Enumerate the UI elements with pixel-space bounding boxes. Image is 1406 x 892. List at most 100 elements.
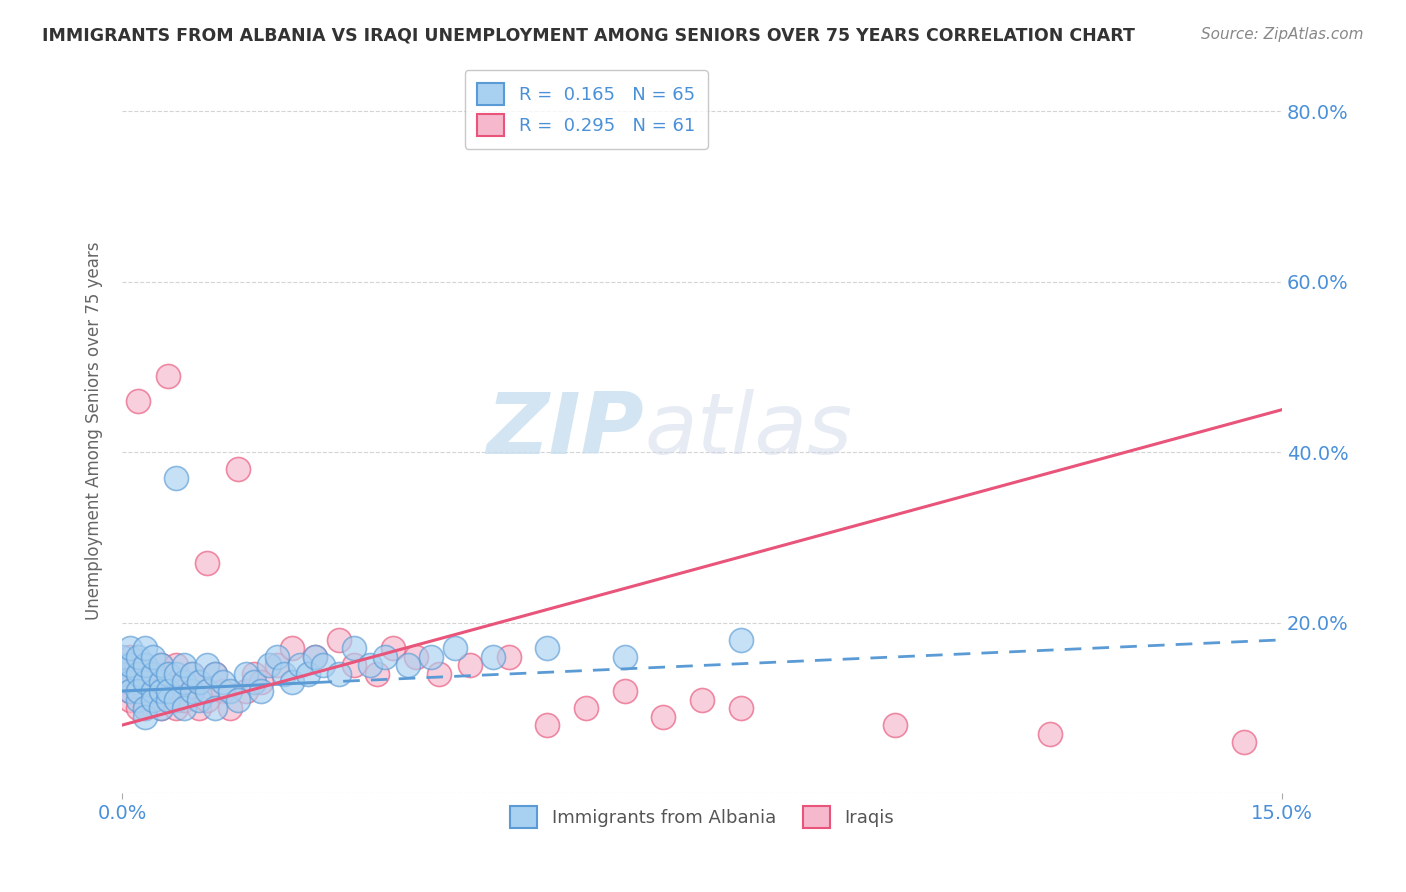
Point <box>242 667 264 681</box>
Point <box>134 684 156 698</box>
Point <box>188 701 211 715</box>
Point <box>343 658 366 673</box>
Point <box>149 658 172 673</box>
Point <box>165 692 187 706</box>
Point <box>111 649 134 664</box>
Point <box>127 692 149 706</box>
Point <box>157 692 180 706</box>
Point <box>188 675 211 690</box>
Text: atlas: atlas <box>644 390 852 473</box>
Point <box>180 684 202 698</box>
Point <box>111 675 134 690</box>
Point <box>204 667 226 681</box>
Point <box>366 667 388 681</box>
Point <box>188 675 211 690</box>
Legend: Immigrants from Albania, Iraqis: Immigrants from Albania, Iraqis <box>503 798 901 835</box>
Point <box>142 692 165 706</box>
Point <box>127 667 149 681</box>
Point <box>195 658 218 673</box>
Text: IMMIGRANTS FROM ALBANIA VS IRAQI UNEMPLOYMENT AMONG SENIORS OVER 75 YEARS CORREL: IMMIGRANTS FROM ALBANIA VS IRAQI UNEMPLO… <box>42 27 1135 45</box>
Point <box>118 675 141 690</box>
Point <box>134 709 156 723</box>
Point <box>118 658 141 673</box>
Point <box>343 641 366 656</box>
Point <box>242 675 264 690</box>
Point <box>328 667 350 681</box>
Point <box>180 667 202 681</box>
Point <box>173 675 195 690</box>
Point <box>211 684 233 698</box>
Point <box>165 658 187 673</box>
Point <box>127 701 149 715</box>
Point <box>142 649 165 664</box>
Point <box>195 692 218 706</box>
Point <box>149 675 172 690</box>
Point <box>142 692 165 706</box>
Point <box>157 684 180 698</box>
Point <box>250 684 273 698</box>
Point <box>1039 726 1062 740</box>
Point <box>118 684 141 698</box>
Point <box>142 667 165 681</box>
Point <box>173 675 195 690</box>
Point <box>250 675 273 690</box>
Point <box>142 684 165 698</box>
Point <box>127 675 149 690</box>
Point <box>118 692 141 706</box>
Point <box>118 684 141 698</box>
Point <box>180 667 202 681</box>
Point <box>219 684 242 698</box>
Point <box>374 649 396 664</box>
Point <box>173 658 195 673</box>
Point <box>118 649 141 664</box>
Point <box>134 675 156 690</box>
Point <box>498 649 520 664</box>
Point <box>273 667 295 681</box>
Point <box>165 471 187 485</box>
Point <box>165 701 187 715</box>
Point <box>118 667 141 681</box>
Point <box>180 684 202 698</box>
Point <box>304 649 326 664</box>
Point <box>1232 735 1254 749</box>
Point <box>134 658 156 673</box>
Point <box>257 658 280 673</box>
Point <box>149 684 172 698</box>
Point <box>281 641 304 656</box>
Point <box>359 658 381 673</box>
Point <box>157 667 180 681</box>
Point <box>127 667 149 681</box>
Point <box>427 667 450 681</box>
Point <box>134 701 156 715</box>
Point <box>235 684 257 698</box>
Point <box>730 701 752 715</box>
Point <box>204 701 226 715</box>
Point <box>884 718 907 732</box>
Point <box>149 675 172 690</box>
Point <box>730 632 752 647</box>
Point <box>134 701 156 715</box>
Point <box>195 556 218 570</box>
Point <box>173 692 195 706</box>
Point <box>690 692 713 706</box>
Point <box>281 675 304 690</box>
Point <box>288 658 311 673</box>
Point <box>127 649 149 664</box>
Text: ZIP: ZIP <box>486 390 644 473</box>
Point <box>127 394 149 409</box>
Point <box>134 641 156 656</box>
Point <box>127 684 149 698</box>
Point <box>195 684 218 698</box>
Point <box>328 632 350 647</box>
Point <box>235 667 257 681</box>
Point <box>443 641 465 656</box>
Point <box>165 667 187 681</box>
Point <box>142 684 165 698</box>
Point <box>266 649 288 664</box>
Point <box>157 368 180 383</box>
Point <box>405 649 427 664</box>
Text: Source: ZipAtlas.com: Source: ZipAtlas.com <box>1201 27 1364 42</box>
Point <box>173 701 195 715</box>
Point <box>204 667 226 681</box>
Point <box>149 658 172 673</box>
